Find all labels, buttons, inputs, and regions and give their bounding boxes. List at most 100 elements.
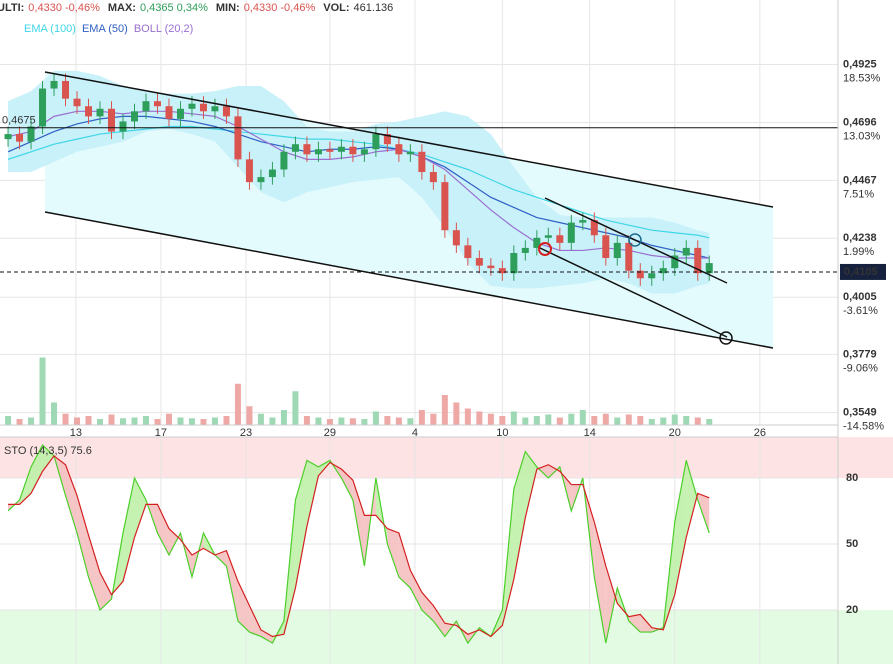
volume-bar (625, 414, 632, 425)
candle-body (234, 116, 242, 160)
volume-bar (223, 416, 230, 425)
sto-fill (513, 451, 526, 580)
sto-fill (249, 605, 261, 637)
volume-bar (568, 413, 575, 425)
volume-bar (28, 417, 35, 425)
sto-fill (306, 460, 319, 527)
sto-tick-label: 50 (846, 538, 858, 550)
candle-body (579, 220, 587, 223)
volume-bar (476, 411, 483, 425)
candle-body (659, 268, 667, 274)
volume-bar (131, 417, 138, 425)
candle-body (590, 220, 598, 236)
candle-body (464, 245, 472, 259)
header-value: 0,4330 -0,46% (28, 2, 100, 14)
sto-fill (628, 614, 641, 633)
candle-body (245, 159, 253, 183)
sto-fill (42, 444, 55, 472)
header-label: MIN: (216, 2, 240, 14)
sto-fill (295, 460, 307, 589)
volume-bar (51, 402, 58, 425)
sto-fill (387, 528, 399, 578)
volume-bar (97, 419, 104, 425)
candle-body (671, 255, 679, 269)
candle-body (96, 108, 104, 117)
volume-bar (188, 418, 195, 425)
volume-bar (614, 417, 621, 425)
candle-body (349, 146, 357, 155)
sto-fill (605, 566, 618, 644)
sto-title: STO (14,3,5) 75.6 (4, 445, 92, 457)
drawings (44, 71, 774, 349)
trend-line (539, 247, 728, 338)
candle-body (326, 149, 334, 152)
candle-body (682, 247, 690, 256)
volume-bar (441, 395, 448, 425)
legend-entry: EMA (100) (24, 23, 76, 35)
candle-body (108, 108, 116, 132)
volume-bar (154, 419, 161, 425)
sto-fill (77, 495, 89, 578)
overbought-zone (0, 437, 893, 478)
sto-line (8, 455, 710, 638)
legend-entry: BOLL (20,2) (134, 23, 194, 35)
volume-bar (85, 416, 92, 425)
volume-bar (246, 406, 253, 425)
candle-body (62, 80, 70, 99)
volume-bar (579, 410, 586, 425)
candle-body (452, 230, 460, 246)
candle-body (372, 134, 380, 150)
candle-body (222, 106, 230, 117)
volume-bar (372, 411, 379, 425)
sto-fill (134, 477, 146, 538)
volume-bar (407, 418, 414, 425)
sto-fill (398, 532, 411, 589)
sto-fill (157, 504, 169, 556)
sto-fill (260, 629, 273, 644)
candle-body (418, 151, 426, 173)
sto-fill (525, 451, 537, 518)
sto-fill (88, 535, 101, 611)
candle-body (50, 80, 58, 89)
header-value: 0,4365 0,34% (140, 2, 208, 14)
candle-body (556, 235, 564, 243)
marker-circle (719, 331, 733, 345)
volume-bar (510, 411, 517, 425)
volume-bar (637, 416, 644, 425)
candle-body (119, 121, 127, 132)
volume-bar (453, 402, 460, 425)
volume-bar (648, 419, 655, 425)
y-tick-pct: 7.51% (843, 188, 874, 200)
y-tick-pct: -3.61% (843, 305, 878, 317)
volume-bar (211, 417, 218, 425)
candle-body (395, 144, 403, 155)
sto-fill (594, 521, 606, 644)
candle-body (694, 247, 702, 274)
last-price-box (840, 263, 886, 280)
candle-body (303, 144, 311, 155)
x-tick-label: 23 (240, 427, 252, 439)
candle-body (73, 98, 81, 107)
volume-bar (499, 416, 506, 425)
volume-bar (349, 418, 356, 425)
volume-bar (361, 419, 368, 425)
volume-bar (108, 414, 115, 425)
sto-fill (410, 570, 422, 611)
x-tick-label: 10 (496, 427, 508, 439)
candle-body (39, 88, 47, 127)
header-value: 0,4330 -0,46% (244, 2, 316, 14)
candle-body (567, 222, 575, 243)
candle-body (85, 106, 93, 117)
volume-bar (602, 413, 609, 425)
x-tick-label: 26 (754, 427, 766, 439)
volume-bar (556, 417, 563, 425)
volume-bar (315, 417, 322, 425)
channel-line (44, 71, 774, 208)
volume-bar (430, 413, 437, 425)
header: ULTI: 0,4330 -0,46% MAX: 0,4365 0,34% MIN: 0,… (0, 2, 393, 14)
volume-bar (16, 419, 23, 425)
candle-body (544, 235, 552, 238)
sto-fill (122, 477, 135, 582)
volume-bar (591, 416, 598, 425)
candle-body (498, 268, 506, 274)
